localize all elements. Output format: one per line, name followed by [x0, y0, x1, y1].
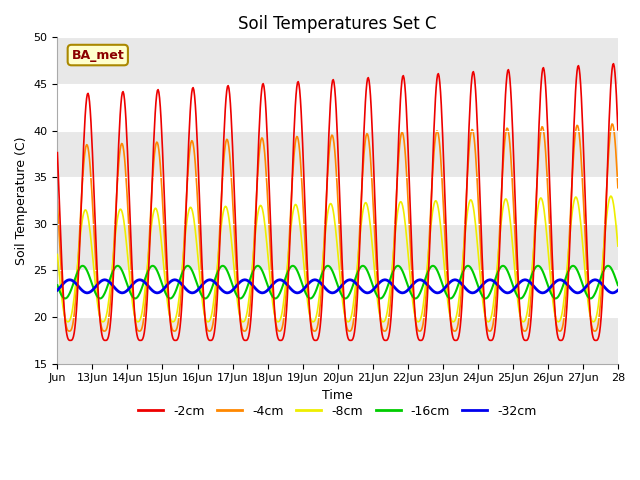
- Bar: [58, 270, 618, 317]
- Bar: [58, 37, 618, 84]
- Legend: -2cm, -4cm, -8cm, -16cm, -32cm: -2cm, -4cm, -8cm, -16cm, -32cm: [134, 400, 542, 423]
- Bar: [58, 224, 618, 270]
- Bar: [58, 177, 618, 224]
- Bar: [58, 317, 618, 364]
- Title: Soil Temperatures Set C: Soil Temperatures Set C: [238, 15, 437, 33]
- Bar: [58, 131, 618, 177]
- X-axis label: Time: Time: [323, 389, 353, 402]
- Y-axis label: Soil Temperature (C): Soil Temperature (C): [15, 136, 28, 265]
- Bar: [58, 84, 618, 131]
- Text: BA_met: BA_met: [72, 48, 124, 61]
